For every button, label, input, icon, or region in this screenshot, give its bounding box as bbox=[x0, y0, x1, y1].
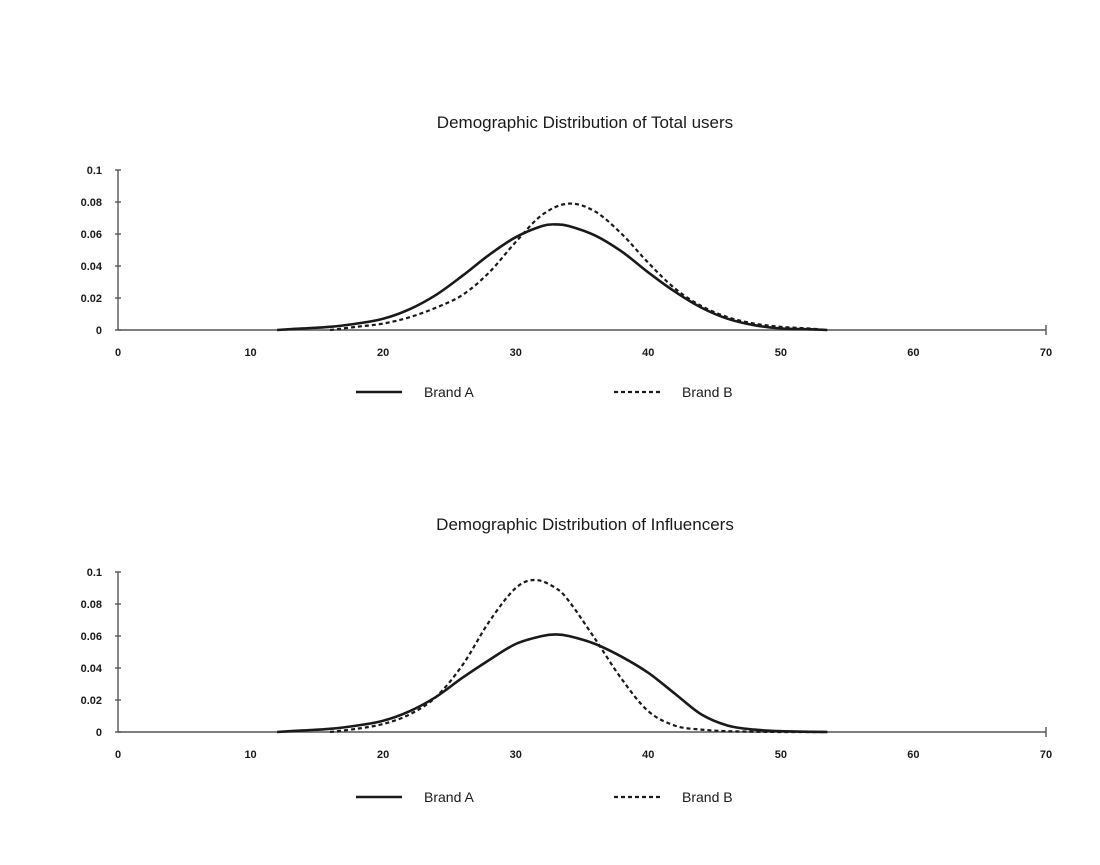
chart2-x-tick-label: 50 bbox=[775, 749, 787, 761]
chart2-y-tick-label: 0.02 bbox=[81, 695, 102, 707]
chart2-x-tick-label: 60 bbox=[907, 749, 919, 761]
chart2-y-tick-label: 0.08 bbox=[81, 599, 102, 611]
chart1-legend-label-brand-b: Brand B bbox=[682, 384, 733, 400]
chart1-x-tick-label: 50 bbox=[775, 347, 787, 359]
chart2-legend-label-brand-b: Brand B bbox=[682, 789, 733, 805]
chart1-series-brand-a bbox=[277, 223, 828, 332]
chart1-legend-label-brand-a: Brand A bbox=[424, 384, 474, 400]
chart1-y-tick-label: 0.1 bbox=[87, 165, 102, 177]
chart2-x-tick-label: 10 bbox=[244, 749, 256, 761]
chart1-title: Demographic Distribution of Total users bbox=[437, 113, 733, 132]
chart1-x-tick-label: 20 bbox=[377, 347, 389, 359]
chart1-x-tick-label: 60 bbox=[907, 347, 919, 359]
chart1-x-tick-label: 70 bbox=[1040, 347, 1052, 359]
chart2-y-tick-label: 0 bbox=[96, 727, 102, 739]
chart1-x-tick-label: 40 bbox=[642, 347, 654, 359]
chart1-y-tick-label: 0.08 bbox=[81, 197, 102, 209]
chart2-y-tick-label: 0.04 bbox=[81, 663, 103, 675]
chart2-y-tick-label: 0.06 bbox=[81, 631, 102, 643]
chart2-x-tick-label: 20 bbox=[377, 749, 389, 761]
chart1-y-tick-label: 0 bbox=[96, 325, 102, 337]
chart1-y-tick-label: 0.04 bbox=[81, 261, 103, 273]
chart2-title: Demographic Distribution of Influencers bbox=[436, 515, 734, 534]
chart1-x-tick-label: 10 bbox=[244, 347, 256, 359]
chart1-x-tick-label: 30 bbox=[510, 347, 522, 359]
chart1-series-brand-b bbox=[329, 202, 828, 332]
chart2-x-tick-label: 0 bbox=[115, 749, 121, 761]
chart2-x-tick-label: 70 bbox=[1040, 749, 1052, 761]
chart1-y-tick-label: 0.02 bbox=[81, 293, 102, 305]
chart2-x-tick-label: 40 bbox=[642, 749, 654, 761]
chart2-series-brand-b bbox=[329, 578, 828, 734]
chart1-y-tick-label: 0.06 bbox=[81, 229, 102, 241]
chart2-x-tick-label: 30 bbox=[510, 749, 522, 761]
chart1-x-tick-label: 0 bbox=[115, 347, 121, 359]
chart2-y-tick-label: 0.1 bbox=[87, 567, 102, 579]
chart2-legend-label-brand-a: Brand A bbox=[424, 789, 474, 805]
chart2-series-brand-a bbox=[277, 633, 828, 734]
